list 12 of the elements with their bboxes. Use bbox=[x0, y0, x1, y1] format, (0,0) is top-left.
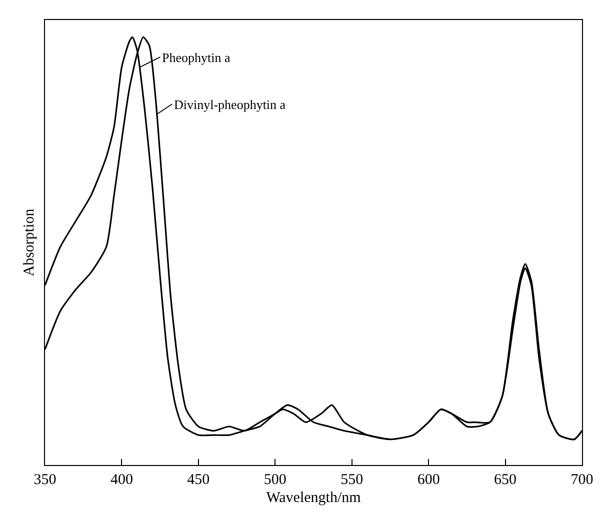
x-tick-label: 700 bbox=[570, 472, 594, 488]
y-axis-title: Absorption bbox=[21, 208, 38, 276]
x-tick-label: 550 bbox=[340, 472, 364, 488]
x-tick-label: 450 bbox=[187, 472, 210, 488]
x-tick-label: 500 bbox=[264, 472, 286, 488]
x-tick-label: 600 bbox=[417, 472, 440, 488]
annotation: Pheophytin a bbox=[162, 50, 230, 65]
x-tick-label: 350 bbox=[34, 472, 56, 488]
x-tick-label: 400 bbox=[110, 472, 133, 488]
x-axis-title: Wavelength/nm bbox=[266, 490, 362, 506]
annotation: Divinyl-pheophytin a bbox=[174, 97, 286, 112]
x-tick-label: 650 bbox=[494, 472, 517, 488]
